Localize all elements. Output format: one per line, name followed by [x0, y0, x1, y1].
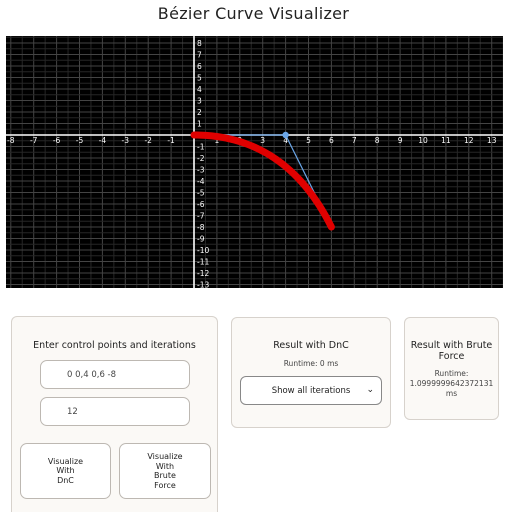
y-tick-label: -3 — [197, 166, 205, 175]
x-tick-label: -1 — [167, 136, 175, 145]
y-tick-label: -8 — [197, 223, 205, 232]
y-tick-label: -11 — [197, 258, 209, 267]
y-tick-label: -6 — [197, 200, 205, 209]
input-panel: Enter control points and iterations 0 0,… — [11, 316, 218, 512]
y-tick-label: 1 — [197, 120, 202, 129]
chevron-down-icon: ⌄ — [366, 385, 374, 395]
y-tick-label: -7 — [197, 212, 205, 221]
grid-lines — [6, 36, 503, 288]
y-tick-label: -10 — [197, 246, 209, 255]
x-tick-label: 6 — [329, 136, 334, 145]
y-tick-label: -9 — [197, 235, 205, 244]
y-tick-label: -2 — [197, 154, 205, 163]
x-tick-label: 12 — [464, 136, 474, 145]
x-tick-label: 5 — [306, 136, 311, 145]
x-tick-label: -2 — [144, 136, 152, 145]
y-tick-label: -13 — [197, 281, 209, 289]
x-tick-label: -8 — [7, 136, 15, 145]
bezier-curve — [190, 131, 335, 231]
plot-svg[interactable]: -8 -7 -6 -5 -4 -3 -2 -1 1 2 3 4 5 6 7 8 9 10 11 12 138765432… — [6, 36, 503, 288]
iteration-select[interactable]: Show all iterations ⌄ — [240, 376, 382, 405]
x-tick-label: -7 — [30, 136, 38, 145]
tick-labels: -8 -7 -6 -5 -4 -3 -2 -1 1 2 3 4 5 6 7 8 9 10 11 12 138765432… — [7, 39, 497, 288]
brute-force-result-panel: Result with Brute Force Runtime: 1.09999… — [404, 317, 499, 420]
curve-layer — [190, 131, 335, 231]
visualize-dnc-button[interactable]: Visualize With DnC — [20, 443, 111, 499]
x-tick-label: 11 — [441, 136, 451, 145]
dnc-runtime: Runtime: 0 ms — [283, 359, 339, 368]
iteration-select-value: Show all iterations — [271, 385, 351, 396]
control-point — [282, 131, 289, 139]
y-tick-label: 2 — [197, 108, 202, 117]
x-tick-label: 13 — [487, 136, 497, 145]
page-title: Bézier Curve Visualizer — [157, 4, 350, 23]
x-tick-label: 4 — [283, 136, 288, 145]
x-tick-label: -4 — [99, 136, 107, 145]
y-tick-label: 6 — [197, 62, 202, 71]
y-tick-label: 7 — [197, 51, 202, 60]
brute-force-runtime-label: Runtime: — [434, 369, 469, 378]
brute-force-runtime: Runtime: 1.0999999642372131 ms — [405, 369, 498, 399]
iterations-input[interactable]: 12 — [40, 397, 190, 426]
y-tick-label: 8 — [197, 39, 202, 48]
x-tick-label: 1 — [215, 136, 220, 145]
visualize-brute-force-button[interactable]: Visualize With Brute Force — [119, 443, 211, 499]
x-tick-label: 7 — [352, 136, 357, 145]
x-tick-label: 10 — [418, 136, 428, 145]
dnc-result-panel: Result with DnC Runtime: 0 ms Show all i… — [231, 317, 391, 428]
y-tick-label: 5 — [197, 74, 202, 83]
x-tick-label: 8 — [375, 136, 380, 145]
brute-force-runtime-unit: ms — [445, 389, 458, 398]
y-tick-label: -12 — [197, 269, 209, 278]
brute-force-runtime-value: 1.0999999642372131 — [409, 379, 494, 388]
control-points-input[interactable]: 0 0,4 0,6 -8 — [40, 360, 190, 389]
x-tick-label: 3 — [260, 136, 265, 145]
dnc-result-title: Result with DnC — [273, 340, 349, 351]
brute-force-result-title: Result with Brute Force — [410, 340, 493, 362]
y-tick-label: -5 — [197, 189, 205, 198]
y-tick-label: -1 — [197, 143, 205, 152]
x-tick-label: 9 — [398, 136, 403, 145]
input-panel-title: Enter control points and iterations — [33, 340, 196, 351]
bezier-canvas[interactable]: -8 -7 -6 -5 -4 -3 -2 -1 1 2 3 4 5 6 7 8 9 10 11 12 13 8 7 6 5 4 3 2… — [6, 36, 503, 288]
y-tick-label: 4 — [197, 85, 202, 94]
y-tick-label: -4 — [197, 177, 205, 186]
x-tick-label: -6 — [53, 136, 61, 145]
y-tick-label: 3 — [197, 97, 202, 106]
x-tick-label: -5 — [76, 136, 84, 145]
x-tick-label: -3 — [122, 136, 130, 145]
